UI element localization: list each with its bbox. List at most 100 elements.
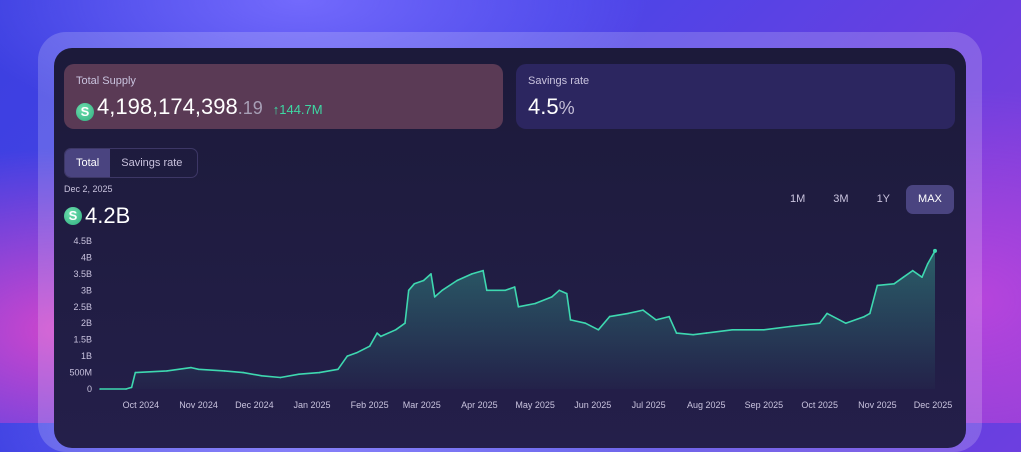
- supply-data-point: [298, 373, 300, 376]
- supply-data-point: [513, 286, 516, 288]
- supply-data-point: [705, 332, 708, 334]
- supply-data-point: [566, 292, 568, 295]
- range-3m-button[interactable]: 3M: [833, 193, 849, 205]
- x-tick-label: Jul 2025: [632, 400, 666, 410]
- supply-data-point: [197, 368, 200, 371]
- supply-data-point: [318, 371, 321, 374]
- savings-rate-label: Savings rate: [528, 75, 590, 87]
- y-tick-label: 4B: [81, 252, 92, 262]
- supply-data-point: [818, 322, 821, 325]
- selected-point-marker[interactable]: [933, 248, 937, 253]
- x-tick-label: Dec 2025: [914, 400, 953, 410]
- supply-data-point: [926, 263, 929, 265]
- x-tick-label: Oct 2024: [123, 400, 160, 410]
- supply-data-point: [504, 289, 507, 292]
- selected-date: Dec 2, 2025: [64, 184, 113, 194]
- x-tick-label: May 2025: [515, 400, 555, 410]
- x-tick-label: Mar 2025: [403, 400, 441, 410]
- supply-data-point: [346, 355, 349, 357]
- total-supply-fraction: .19: [237, 98, 263, 118]
- x-tick-label: Feb 2025: [351, 400, 389, 410]
- stablecoin-icon: S: [64, 207, 82, 225]
- y-tick-label: 2.5B: [73, 302, 92, 312]
- supply-data-point: [558, 289, 561, 292]
- x-tick-label: Oct 2025: [801, 400, 838, 410]
- supply-data-point: [486, 289, 488, 292]
- range-1y-button[interactable]: 1Y: [876, 193, 891, 205]
- selected-value-text: 4.2B: [85, 203, 131, 228]
- range-max-button[interactable]: MAX: [906, 185, 954, 214]
- supply-data-point: [569, 319, 572, 321]
- y-tick-label: 3.5B: [73, 269, 92, 279]
- y-tick-label: 1B: [81, 351, 92, 361]
- y-tick-label: 500M: [69, 368, 92, 378]
- supply-data-point: [655, 319, 657, 321]
- total-supply-delta: ↑144.7M: [272, 102, 323, 117]
- x-tick-label: Jan 2025: [293, 400, 330, 410]
- x-tick-label: Jun 2025: [574, 400, 611, 410]
- tab-total[interactable]: Total: [65, 149, 111, 177]
- supply-data-point: [584, 322, 587, 325]
- range-1m-button[interactable]: 1M: [790, 193, 806, 205]
- x-tick-label: Nov 2024: [179, 400, 218, 410]
- supply-data-point: [394, 329, 397, 331]
- chart-metric-toggle: Total Savings rate: [64, 148, 198, 178]
- x-tick-label: Dec 2024: [235, 400, 274, 410]
- savings-rate-value: 4.5 %: [528, 94, 575, 120]
- supply-data-point: [380, 335, 382, 338]
- supply-data-point: [376, 332, 378, 334]
- supply-data-point: [876, 284, 879, 287]
- supply-data-point: [261, 375, 263, 377]
- supply-data-point: [471, 273, 473, 275]
- supply-data-point: [279, 376, 282, 379]
- total-supply-label: Total Supply: [76, 75, 136, 87]
- supply-data-point: [99, 388, 101, 390]
- tab-savings-rate[interactable]: Savings rate: [121, 157, 183, 169]
- savings-rate-card: Savings rate 4.5 %: [516, 64, 955, 129]
- supply-data-point: [125, 388, 127, 390]
- supply-data-point: [190, 366, 192, 369]
- supply-data-point: [422, 279, 425, 282]
- savings-rate-unit: %: [558, 98, 575, 118]
- supply-data-point: [675, 332, 678, 334]
- supply-data-point: [337, 368, 339, 371]
- supply-data-point: [404, 322, 406, 325]
- supply-data-point: [608, 315, 611, 318]
- supply-data-point: [597, 329, 600, 331]
- supply-data-point: [482, 269, 484, 272]
- supply-data-point: [731, 329, 734, 331]
- supply-series-line: [100, 250, 936, 390]
- supply-data-point: [893, 283, 895, 285]
- supply-data-point: [355, 352, 358, 354]
- supply-area-fill: [100, 250, 935, 389]
- x-tick-label: Apr 2025: [461, 400, 498, 410]
- selected-value: S 4.2B: [64, 203, 130, 229]
- y-tick-label: 4.5B: [73, 236, 92, 246]
- supply-data-point: [430, 273, 432, 275]
- supply-data-point: [130, 386, 133, 389]
- supply-data-point: [407, 289, 410, 292]
- supply-data-point: [789, 325, 791, 328]
- supply-data-point: [517, 306, 520, 308]
- supply-data-point: [534, 302, 536, 305]
- supply-data-point: [869, 312, 871, 315]
- supply-data-point: [902, 276, 905, 279]
- x-tick-label: Sep 2025: [745, 400, 784, 410]
- x-tick-label: Nov 2025: [858, 400, 897, 410]
- supply-data-point: [166, 370, 168, 372]
- supply-data-point: [368, 345, 371, 348]
- supply-data-point: [223, 370, 226, 372]
- supply-data-point: [551, 296, 553, 298]
- supply-area-chart: 0 500M 1B 1.5B 2B 2.5B 3B 3.5B 4B 4.5B Oct 2024 Nov…: [69, 236, 953, 410]
- supply-data-point: [413, 283, 416, 285]
- total-supply-value: S 4,198,174,398 .19 ↑144.7M: [76, 94, 323, 121]
- supply-data-point: [763, 329, 765, 331]
- supply-data-point: [642, 309, 644, 311]
- supply-data-point: [441, 289, 444, 292]
- supply-data-point: [921, 276, 923, 279]
- supply-data-point: [911, 269, 914, 272]
- supply-data-point: [242, 371, 244, 374]
- y-tick-label: 0: [87, 384, 92, 394]
- time-range-selector: 1M 3M 1Y MAX: [778, 185, 954, 214]
- supply-data-point: [456, 279, 458, 282]
